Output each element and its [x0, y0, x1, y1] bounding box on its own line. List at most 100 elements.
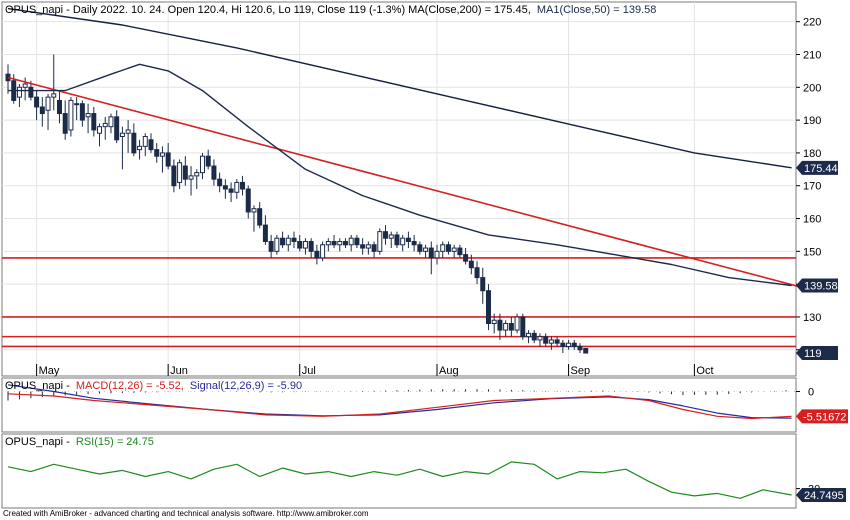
ma200-badge-label: 175.447 — [804, 163, 844, 175]
candle-up — [274, 237, 280, 252]
date-tick-label: Oct — [696, 365, 713, 377]
candle-down — [62, 113, 68, 134]
rsi-badge-shape — [796, 487, 846, 502]
candle-down — [508, 323, 514, 331]
ma50-line — [8, 63, 792, 287]
candle-down — [520, 316, 526, 338]
price-tick-label: 200 — [803, 82, 821, 94]
candle-up — [188, 175, 194, 180]
candle-up — [434, 250, 440, 259]
rsi-line — [7, 461, 792, 499]
candle-up — [285, 237, 291, 246]
candle-down — [428, 247, 434, 259]
candle-down — [571, 342, 577, 347]
date-tick-label: Jun — [170, 365, 188, 377]
ma200-badge: 175.447 — [796, 160, 844, 175]
candle-up — [503, 323, 509, 331]
candle-up — [234, 181, 240, 193]
date-axis: May Jun Jul Aug Sep Oct — [36, 364, 714, 377]
candle-down — [280, 237, 286, 246]
candle-up — [325, 240, 331, 246]
signal-header-value: Signal(12,26,9) = -5.90 — [190, 380, 302, 392]
candle-up — [85, 113, 91, 118]
price-tick-label: 180 — [803, 148, 821, 160]
price-grid — [2, 2, 796, 376]
candle-up — [302, 240, 308, 249]
candle-down — [28, 86, 34, 98]
candle-up — [22, 83, 28, 88]
candle-down — [240, 181, 246, 190]
candle-down — [79, 103, 85, 121]
candle-down — [245, 188, 251, 213]
candle-down — [205, 155, 211, 167]
candle-down — [131, 132, 137, 154]
candle-up — [548, 339, 554, 344]
candlestick-series — [5, 54, 589, 354]
candle-up — [74, 103, 80, 106]
candle-up — [566, 342, 572, 347]
candle-down — [34, 96, 40, 108]
macd-badge-label: -5.51672 — [803, 411, 846, 423]
candle-down — [543, 336, 549, 344]
ma200-badge-shape — [796, 160, 838, 175]
price-tick-label: 220 — [803, 17, 821, 29]
candle-down — [394, 234, 400, 246]
candle-down — [554, 339, 560, 344]
candle-down — [331, 240, 337, 246]
candle-down — [154, 149, 160, 157]
ma50-badge: 139.584 — [796, 278, 844, 293]
candle-down — [417, 244, 423, 252]
date-tick-label: May — [39, 365, 60, 377]
support-lines — [2, 257, 796, 348]
candle-down — [182, 165, 188, 180]
candle-down — [211, 165, 217, 180]
ma50-badge-label: 139.584 — [804, 281, 844, 293]
candle-down — [308, 240, 314, 252]
last-value-badges: 175.447 139.584 119 — [796, 160, 844, 361]
candle-up — [45, 96, 51, 111]
rsi-header: OPUS_napi - RSI(15) = 24.75 — [5, 436, 154, 448]
macd-pane-frame — [1, 377, 797, 433]
candle-up — [526, 332, 532, 338]
candle-down — [485, 290, 491, 325]
ma50-header-text: MA1(Close,50) = 139.58 — [537, 4, 657, 16]
date-tick-label: Aug — [439, 365, 459, 377]
candle-up — [388, 234, 394, 239]
rsi-badge: 24.7495 — [796, 487, 846, 502]
rsi-pane: 3024.7495 — [7, 461, 846, 502]
ma50-badge-shape — [796, 278, 838, 293]
candle-down — [383, 231, 389, 239]
close-badge-shape — [796, 346, 838, 361]
ma200-line — [7, 7, 792, 169]
price-tick-label: 130 — [803, 312, 821, 324]
candle-down — [228, 188, 234, 193]
candle-up — [400, 237, 406, 246]
candle-up — [377, 231, 383, 252]
candle-up — [16, 86, 22, 98]
candle-up — [320, 244, 326, 259]
candle-down — [39, 106, 45, 115]
candle-up — [423, 247, 429, 252]
candle-up — [194, 172, 200, 177]
macd-badge: -5.51672 — [796, 409, 848, 424]
price-header-text: OPUS_napi - Daily 2022. 10. 24. Open 120… — [5, 4, 531, 16]
trendline — [7, 76, 815, 292]
macd-header: OPUS_napi - MACD(12,26) = -5.52, Signal(… — [5, 380, 302, 392]
date-tick-label: Jul — [302, 365, 316, 377]
candle-down — [480, 277, 486, 292]
candle-down — [297, 240, 303, 249]
candle-down — [583, 347, 589, 354]
candle-up — [251, 208, 257, 213]
candle-up — [159, 152, 165, 157]
candle-up — [199, 155, 205, 174]
price-tick-label: 150 — [803, 246, 821, 258]
candle-down — [171, 165, 177, 187]
candle-down — [531, 332, 537, 341]
macd-tick-label: 0 — [808, 387, 814, 399]
macd-line — [7, 393, 792, 420]
candle-down — [314, 250, 320, 259]
candle-down — [411, 240, 417, 246]
candle-down — [262, 224, 268, 242]
